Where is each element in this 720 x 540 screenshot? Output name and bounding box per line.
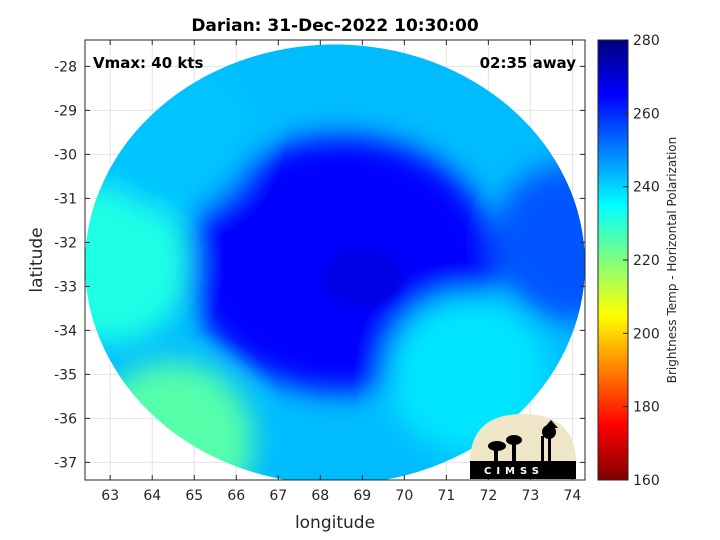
y-tick-label: -29 [54,103,77,119]
colorbar-label: Brightness Temp - Horizontal Polarizatio… [665,137,679,384]
colorbar-tick-label: 280 [633,33,660,49]
colorbar-tick-label: 260 [633,106,660,122]
x-tick-label: 70 [395,488,413,504]
annotation-time-away: 02:35 away [480,54,577,72]
x-tick-label: 68 [311,488,329,504]
y-tick-label: -33 [54,279,77,295]
x-axis-label: longitude [295,513,375,533]
colorbar-tick-label: 160 [633,473,660,489]
y-tick-label: -28 [54,59,77,75]
y-tick-label: -32 [54,235,77,251]
annotation-vmax: Vmax: 40 kts [93,54,203,72]
colorbar-tick-label: 240 [633,180,660,196]
x-tick-label: 74 [563,488,581,504]
colorbar-tick-label: 180 [633,400,660,416]
storm-center [322,246,403,309]
x-tick-label: 66 [227,488,245,504]
y-tick-label: -34 [54,323,77,339]
chart-title: Darian: 31-Dec-2022 10:30:00 [191,16,479,36]
x-tick-label: 72 [479,488,497,504]
axes-box [84,39,586,481]
x-tick-label: 65 [185,488,203,504]
colorbar-tick-label: 220 [633,253,660,269]
x-tick-label: 73 [521,488,539,504]
cimss-logo-text: CIMSS [484,466,544,477]
y-tick-label: -35 [54,367,77,383]
field-region-western-edge [85,185,191,344]
axes: 63 64 65 66 67 68 69 70 71 72 73 74 -28 -29 -30 -31 -32 -… [27,39,586,533]
x-tick-label: 69 [353,488,371,504]
y-tick-label: -37 [54,455,77,471]
colorbar: 160 180 200 220 240 260 280 Brightness Temp - H… [597,33,679,489]
y-tick-label: -30 [54,147,77,163]
field-region-southeast-band [387,295,548,454]
x-tick-label: 67 [269,488,287,504]
x-tick-label: 64 [143,488,161,504]
y-axis-label: latitude [27,227,47,292]
field-region-eastern-edge [492,163,585,322]
colorbar-tick-label: 200 [633,326,660,342]
x-tick-label: 71 [437,488,455,504]
cimss-logo: CIMSS [470,414,576,479]
y-tick-label: -31 [54,191,77,207]
y-tick-label: -36 [54,411,77,427]
x-tick-label: 63 [101,488,119,504]
